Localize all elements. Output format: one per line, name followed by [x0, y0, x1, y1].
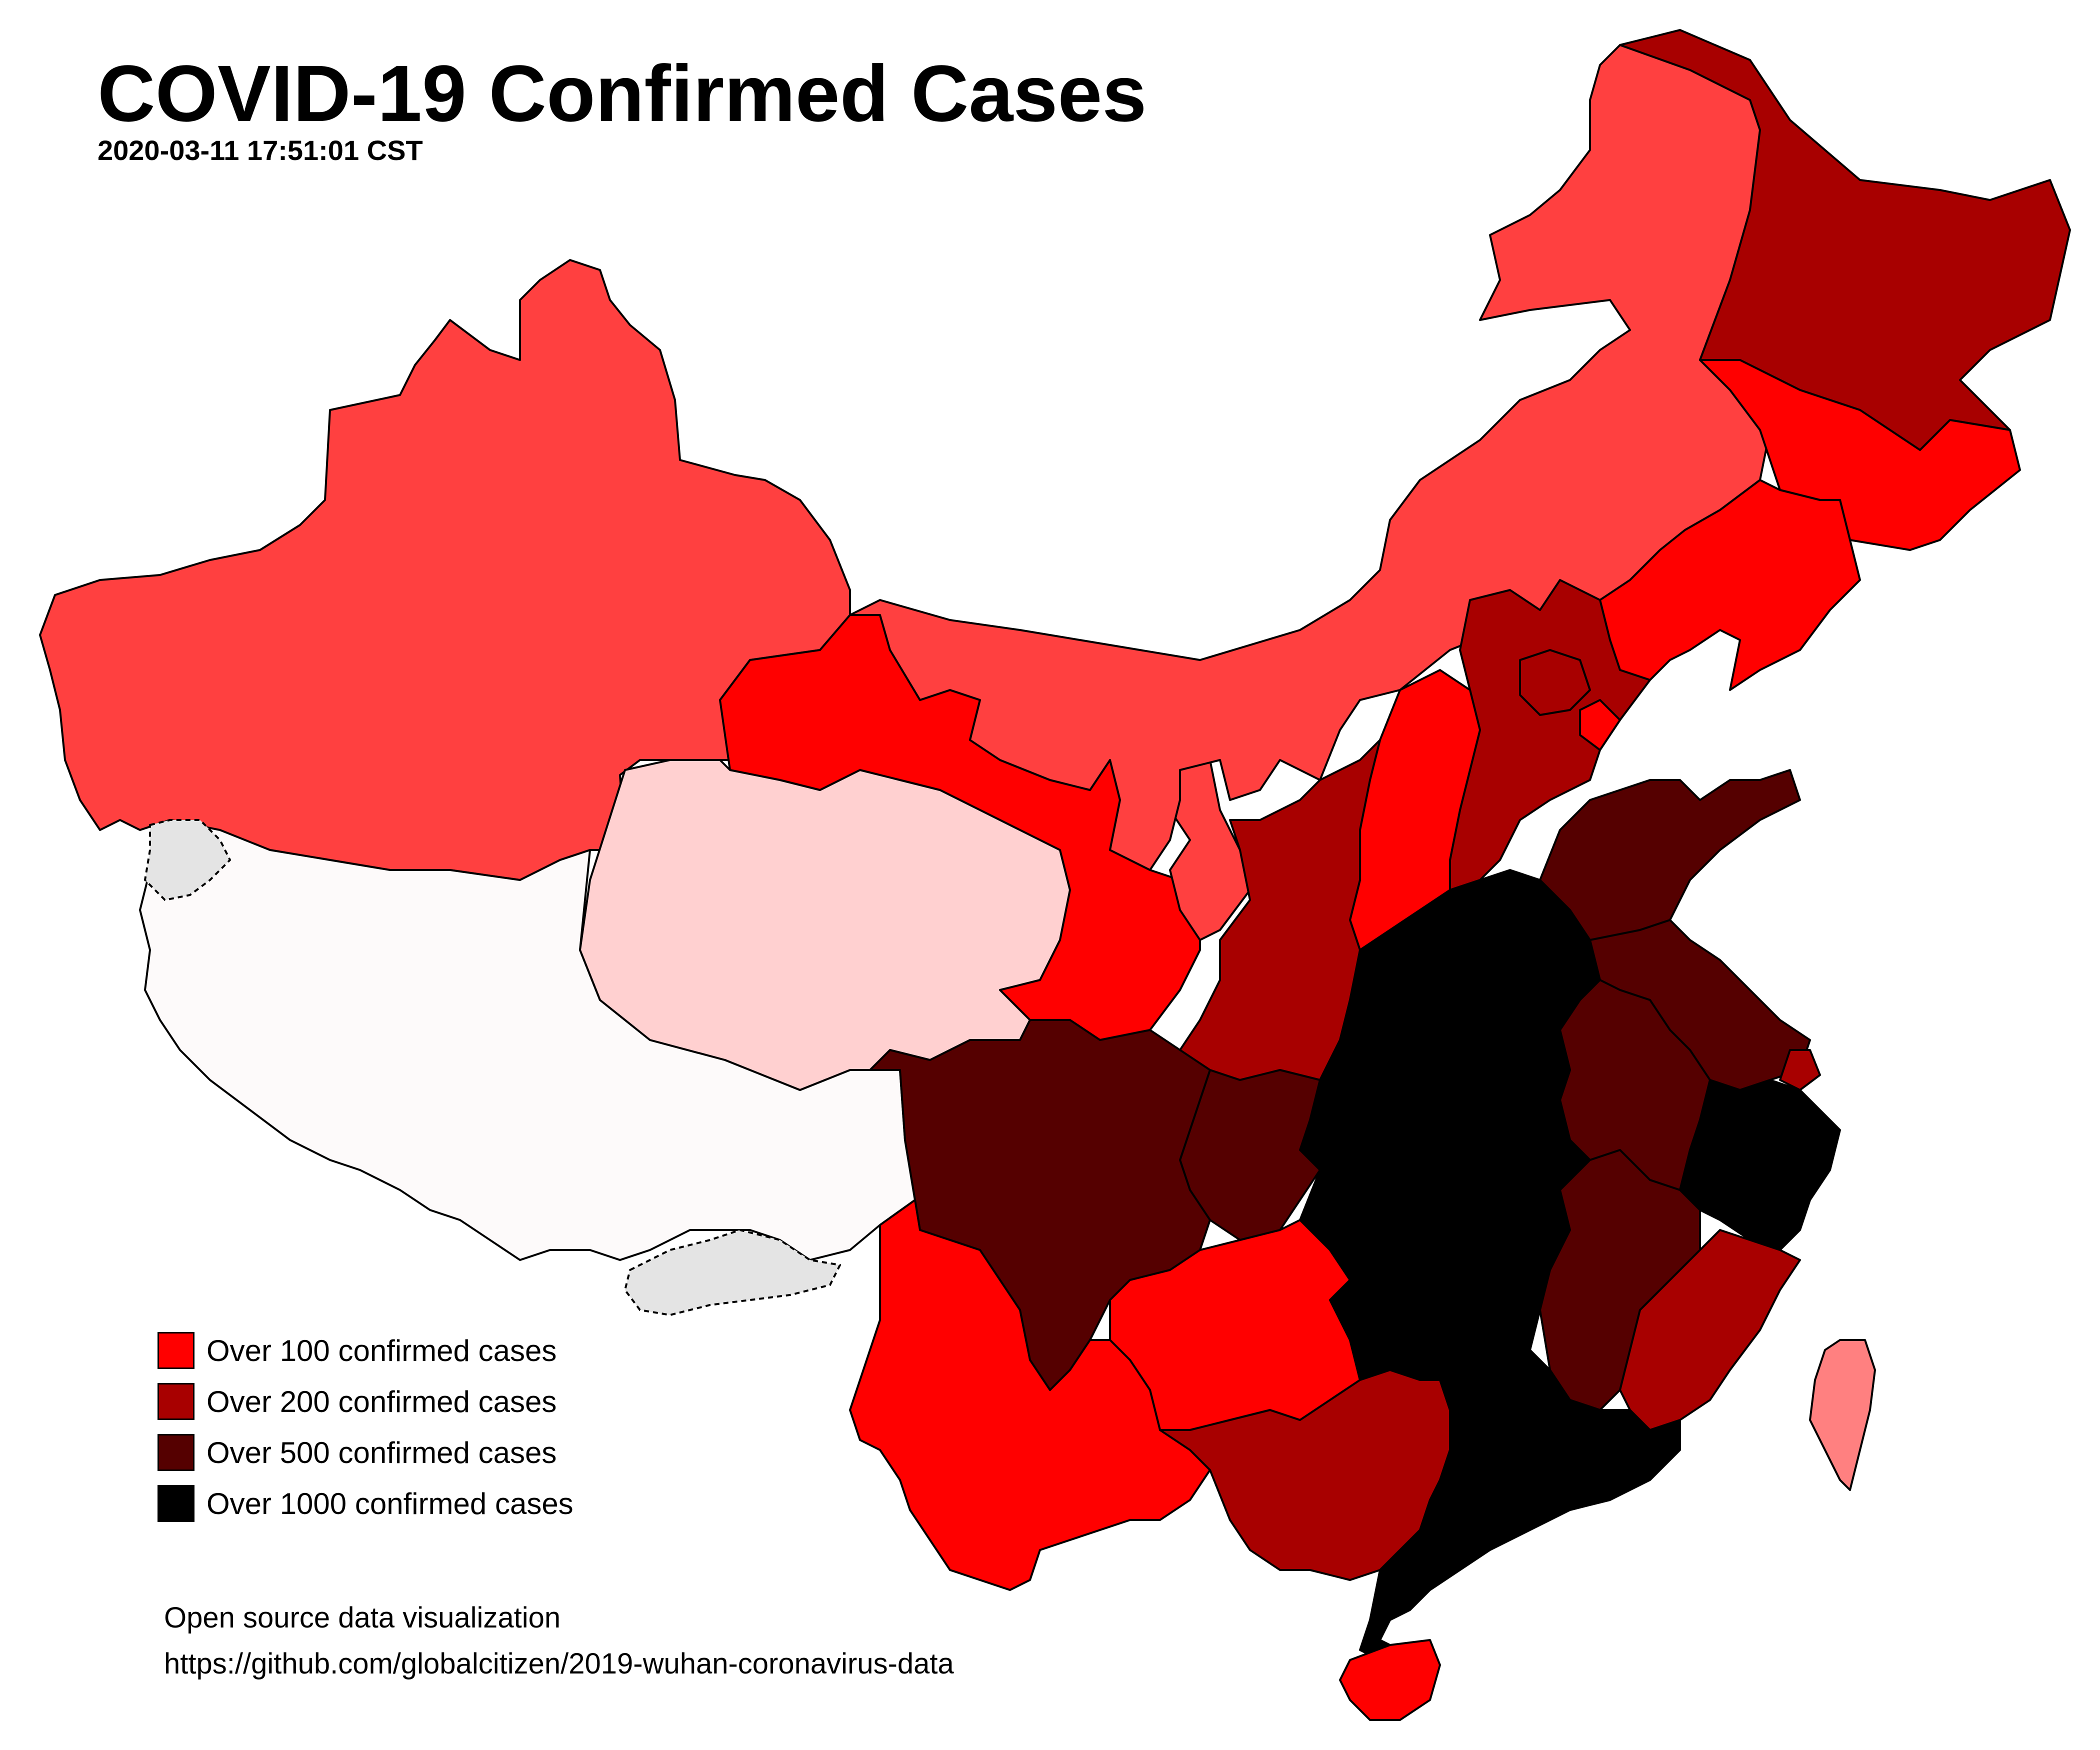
map-title: COVID-19 Confirmed Cases [98, 48, 1147, 138]
legend-swatch [158, 1485, 194, 1522]
region-inner-mongolia [849, 44, 1771, 871]
legend-swatch [158, 1383, 194, 1420]
credit-block: Open source data visualization https://g… [164, 1595, 954, 1687]
legend-item-over-100: Over 100 confirmed cases [158, 1325, 574, 1376]
legend-item-over-500: Over 500 confirmed cases [158, 1427, 574, 1478]
legend-label: Over 1000 confirmed cases [206, 1486, 574, 1520]
region-yunnan [849, 1199, 1211, 1591]
source-url: https://github.com/globalcitizen/2019-wu… [164, 1648, 954, 1680]
region-guangdong [1359, 1349, 1681, 1661]
region-ningxia [1169, 759, 1251, 941]
legend-item-over-200: Over 200 confirmed cases [158, 1376, 574, 1427]
region-fujian [1619, 1229, 1801, 1431]
region-tianjin [1579, 699, 1621, 751]
legend-label: Over 100 confirmed cases [206, 1334, 557, 1368]
region-hainan [1339, 1639, 1441, 1721]
region-shanghai [1779, 1049, 1821, 1091]
disputed-area-west [144, 819, 231, 901]
legend-label: Over 200 confirmed cases [206, 1384, 557, 1418]
region-jilin [1699, 359, 2021, 551]
legend-item-over-1000: Over 1000 confirmed cases [158, 1478, 574, 1529]
legend-swatch [158, 1332, 194, 1369]
region-liaoning [1599, 479, 1861, 691]
legend: Over 100 confirmed cases Over 200 confir… [158, 1325, 574, 1529]
legend-label: Over 500 confirmed cases [206, 1436, 557, 1470]
region-shandong [1539, 769, 1801, 941]
disputed-area-south [624, 1229, 841, 1316]
map-timestamp: 2020-03-11 17:51:01 CST [98, 134, 423, 166]
legend-swatch [158, 1434, 194, 1471]
credit-text: Open source data visualization [164, 1602, 561, 1634]
region-zhejiang [1679, 1079, 1841, 1251]
region-taiwan [1809, 1339, 1876, 1491]
region-tibet [139, 819, 916, 1261]
